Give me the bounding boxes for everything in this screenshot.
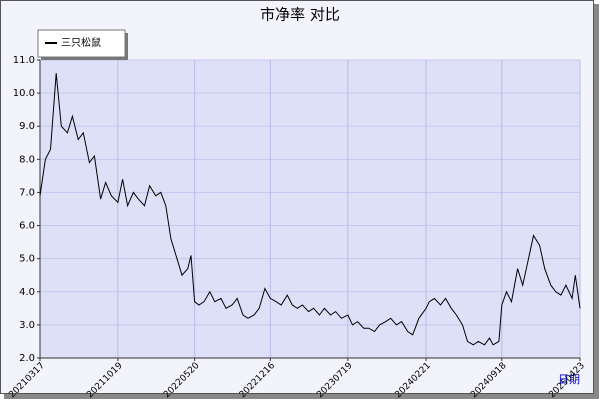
y-tick-label: 4.0 [19, 287, 35, 298]
x-axis-title: 日期 [558, 373, 580, 386]
frame-shadow [4, 394, 599, 399]
y-tick-label: 2.0 [19, 353, 35, 364]
line [39, 73, 581, 346]
frame-shadow [594, 4, 599, 397]
y-tick-label: 8.0 [19, 154, 35, 165]
y-tick-label: 10.0 [13, 88, 35, 99]
y-tick-label: 6.0 [19, 221, 35, 232]
y-tick-label: 11.0 [13, 55, 35, 66]
y-tick-label: 3.0 [19, 320, 35, 331]
legend-label: 三只松鼠 [61, 36, 101, 49]
y-tick-label: 5.0 [19, 254, 35, 265]
plot-area [40, 60, 580, 358]
y-tick-label: 9.0 [19, 121, 35, 132]
y-tick-label: 7.0 [19, 187, 35, 198]
chart-title: 市净率 对比 [260, 6, 340, 24]
